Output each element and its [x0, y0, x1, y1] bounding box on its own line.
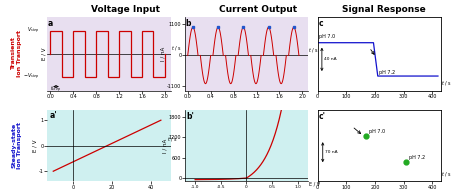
- Text: $t$ / s: $t$ / s: [171, 44, 182, 52]
- Text: $V_{step}$: $V_{step}$: [27, 26, 40, 36]
- Text: a': a': [49, 111, 57, 119]
- Text: c: c: [318, 19, 323, 28]
- Text: pH 7.0: pH 7.0: [369, 129, 385, 134]
- Text: Current Output: Current Output: [219, 5, 297, 14]
- Text: Steady-state
Ion Transport: Steady-state Ion Transport: [11, 122, 22, 169]
- Text: Transient
Ion Transport: Transient Ion Transport: [11, 30, 22, 77]
- Text: $t_{step}$: $t_{step}$: [50, 85, 62, 95]
- Text: E / V: E / V: [309, 181, 320, 186]
- Text: $t$ / s: $t$ / s: [441, 79, 452, 87]
- Text: Voltage Input: Voltage Input: [91, 5, 160, 14]
- Text: $t$ / s: $t$ / s: [441, 170, 452, 178]
- Text: b: b: [185, 19, 191, 28]
- Text: pH 7.2: pH 7.2: [379, 70, 395, 75]
- Text: c': c': [318, 112, 325, 121]
- Y-axis label: E / V: E / V: [41, 48, 46, 60]
- Text: 70 nA: 70 nA: [325, 150, 337, 154]
- Text: $-V_{step}$: $-V_{step}$: [23, 72, 40, 82]
- Y-axis label: I / nA: I / nA: [161, 47, 166, 61]
- Y-axis label: E / V: E / V: [33, 140, 37, 152]
- Y-axis label: I / nA: I / nA: [163, 139, 167, 153]
- Text: b': b': [186, 112, 194, 121]
- Text: $t$ / s: $t$ / s: [167, 135, 178, 143]
- Text: pH 7.2: pH 7.2: [409, 155, 426, 160]
- Text: $t$ / s: $t$ / s: [308, 46, 319, 54]
- Text: 40 nA: 40 nA: [324, 57, 337, 61]
- Text: a: a: [48, 19, 53, 28]
- Text: Signal Response: Signal Response: [342, 5, 426, 14]
- Text: pH 7.0: pH 7.0: [319, 34, 335, 39]
